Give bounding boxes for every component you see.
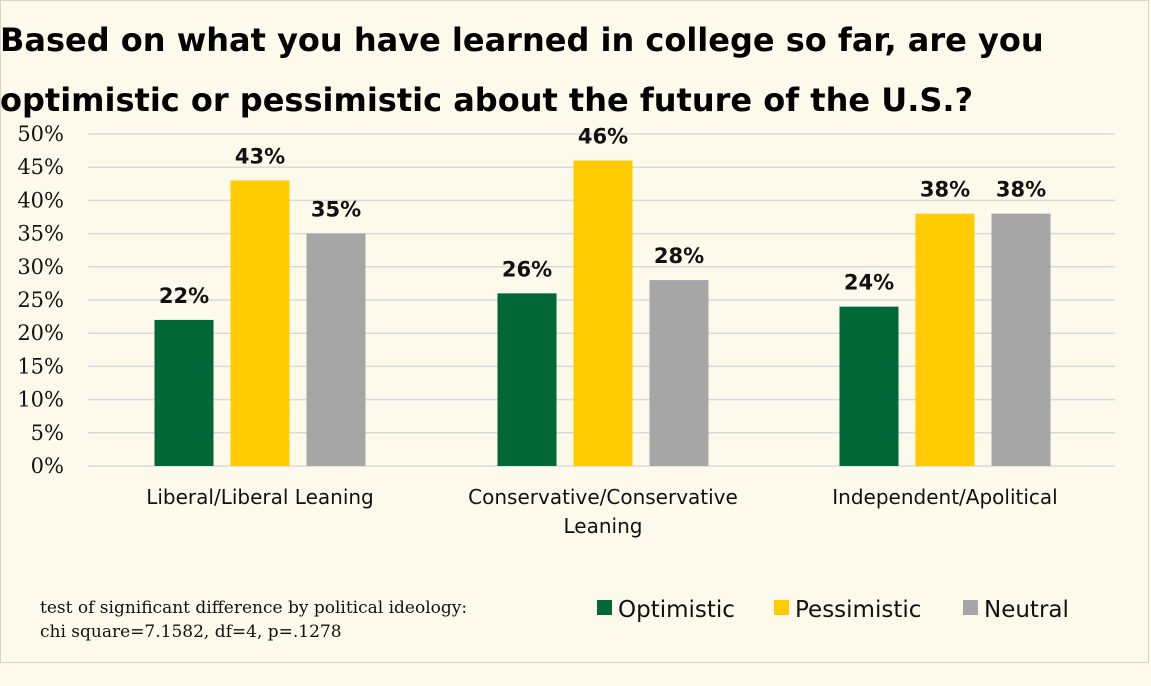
significance-note-line-1: test of significant difference by politi… xyxy=(40,598,468,618)
data-label: 46% xyxy=(578,125,628,149)
data-label: 38% xyxy=(996,178,1046,202)
y-tick-label: 25% xyxy=(17,288,64,312)
y-tick-label: 10% xyxy=(17,388,64,412)
data-label: 28% xyxy=(654,244,704,268)
legend-swatch-pessimistic xyxy=(774,600,789,615)
chart-title-line-1: Based on what you have learned in colleg… xyxy=(0,21,1044,60)
category-label: Leaning xyxy=(564,514,643,538)
bar-neutral xyxy=(991,213,1051,466)
data-label: 24% xyxy=(844,271,894,295)
legend-swatch-optimistic xyxy=(597,600,612,615)
category-label: Conservative/Conservative xyxy=(468,485,738,509)
bar-optimistic xyxy=(497,293,557,466)
y-tick-label: 15% xyxy=(17,354,64,378)
chart-title-line-2: optimistic or pessimistic about the futu… xyxy=(0,80,974,119)
y-tick-label: 5% xyxy=(31,421,64,445)
data-label: 43% xyxy=(235,144,285,168)
legend-label-optimistic: Optimistic xyxy=(618,597,735,623)
category-label: Independent/Apolitical xyxy=(832,485,1057,509)
data-label: 26% xyxy=(502,257,552,281)
legend-label-neutral: Neutral xyxy=(984,597,1069,623)
y-tick-label: 40% xyxy=(17,188,64,212)
significance-note: test of significant difference by politi… xyxy=(40,596,467,644)
y-tick-label: 30% xyxy=(17,255,64,279)
legend-swatch-neutral xyxy=(963,600,978,615)
chart-frame xyxy=(0,0,1149,663)
bar-pessimistic xyxy=(573,160,633,466)
y-tick-label: 20% xyxy=(17,321,64,345)
bar-pessimistic xyxy=(230,180,290,467)
y-tick-label: 35% xyxy=(17,222,64,246)
data-label: 22% xyxy=(159,284,209,308)
bar-chart: 0% 5% 10% 15% 20% 25% 30% 35% 40% 45% 50% 22% 26% 24%… xyxy=(17,122,1115,623)
y-tick-label: 45% xyxy=(17,155,64,179)
legend-label-pessimistic: Pessimistic xyxy=(795,597,921,623)
y-tick-label: 50% xyxy=(17,122,64,146)
y-tick-label: 0% xyxy=(31,454,64,478)
bar-optimistic xyxy=(154,319,214,466)
data-label: 38% xyxy=(920,178,970,202)
significance-note-line-2: chi square=7.1582, df=4, p=.1278 xyxy=(40,622,342,642)
bar-neutral xyxy=(649,280,709,466)
data-label: 35% xyxy=(311,198,361,222)
bar-pessimistic xyxy=(915,213,975,466)
bar-optimistic xyxy=(839,306,899,466)
category-label: Liberal/Liberal Leaning xyxy=(146,485,374,509)
bar-neutral xyxy=(306,233,366,466)
